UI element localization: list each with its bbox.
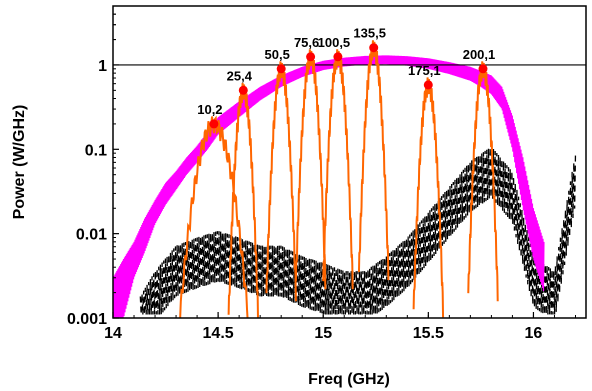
- background-noise-series: [139, 146, 577, 315]
- y-tick-label-1: 0.01: [76, 227, 107, 244]
- peak-marker-7: [423, 80, 433, 90]
- peak-line-7: [412, 77, 445, 318]
- y-tick-label-2: 0.1: [85, 142, 107, 159]
- peak-label-7: 175,1: [408, 63, 441, 78]
- y-axis-label: Power (W/GHz): [11, 105, 28, 220]
- peak-marker-1: [209, 119, 219, 129]
- peak-marker-4: [306, 52, 316, 62]
- x-tick-label-4: 16: [525, 325, 543, 342]
- peak-marker-3: [276, 64, 286, 74]
- y-tick-label-3: 1: [98, 58, 107, 75]
- peak-line-4: [294, 49, 327, 290]
- peak-marker-8: [478, 64, 488, 74]
- envelope-series: [113, 55, 545, 318]
- peak-marker-6: [369, 43, 379, 53]
- peak-line-8: [467, 61, 499, 302]
- x-tick-label-3: 15.5: [413, 325, 444, 342]
- peak-markers: [209, 43, 488, 129]
- peak-line-1: [179, 115, 249, 318]
- peak-marker-2: [238, 85, 248, 95]
- peak-line-5: [322, 49, 354, 290]
- x-tick-label-2: 15: [314, 325, 332, 342]
- noise-line: [139, 146, 577, 315]
- axis-ticks: 14 14.5 15 15.5 16 0.001 0.01 0.1 1: [67, 5, 576, 342]
- envelope-line: [113, 55, 545, 318]
- peak-label-5: 100,5: [318, 35, 351, 50]
- x-axis-label: Freq (GHz): [308, 371, 390, 388]
- peak-line-3: [265, 61, 297, 302]
- y-tick-label-0: 0.001: [67, 311, 107, 328]
- peak-line-6: [357, 40, 390, 281]
- peak-label-4: 75,6: [294, 35, 319, 50]
- peak-label-2: 25,4: [227, 68, 253, 83]
- x-tick-label-1: 14.5: [203, 325, 234, 342]
- peak-label-8: 200,1: [463, 47, 496, 62]
- peak-marker-5: [333, 52, 343, 62]
- peak-line-2: [227, 82, 259, 318]
- x-tick-label-0: 14: [104, 325, 122, 342]
- peak-series-group: [179, 40, 499, 318]
- peak-label-6: 135,5: [353, 26, 386, 41]
- peak-label-3: 50,5: [265, 47, 290, 62]
- peak-label-1: 10,2: [197, 102, 222, 117]
